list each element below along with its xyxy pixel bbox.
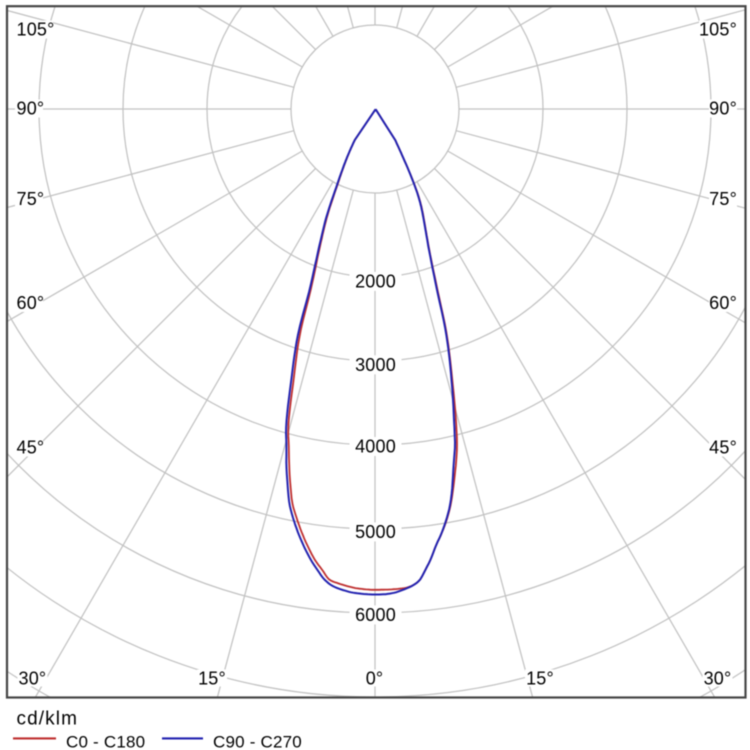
svg-text:cd/klm: cd/klm xyxy=(17,709,79,730)
svg-text:C90 - C270: C90 - C270 xyxy=(213,733,302,750)
svg-text:75°: 75° xyxy=(709,189,737,209)
svg-text:105°: 105° xyxy=(699,20,737,40)
svg-text:2000: 2000 xyxy=(355,271,396,291)
svg-text:45°: 45° xyxy=(709,438,737,458)
svg-text:30°: 30° xyxy=(704,669,732,689)
svg-text:0°: 0° xyxy=(366,669,384,689)
svg-text:90°: 90° xyxy=(17,99,45,119)
svg-text:90°: 90° xyxy=(709,99,737,119)
svg-text:60°: 60° xyxy=(17,293,45,313)
svg-text:45°: 45° xyxy=(17,438,45,458)
svg-text:15°: 15° xyxy=(198,669,226,689)
svg-text:5000: 5000 xyxy=(355,522,396,542)
svg-text:30°: 30° xyxy=(18,669,46,689)
svg-text:3000: 3000 xyxy=(355,355,396,375)
svg-text:60°: 60° xyxy=(709,293,737,313)
svg-text:15°: 15° xyxy=(526,669,554,689)
svg-text:4000: 4000 xyxy=(355,437,396,457)
svg-text:C0 - C180: C0 - C180 xyxy=(66,733,145,750)
svg-text:6000: 6000 xyxy=(355,605,396,625)
svg-text:75°: 75° xyxy=(17,189,45,209)
svg-text:105°: 105° xyxy=(17,20,55,40)
